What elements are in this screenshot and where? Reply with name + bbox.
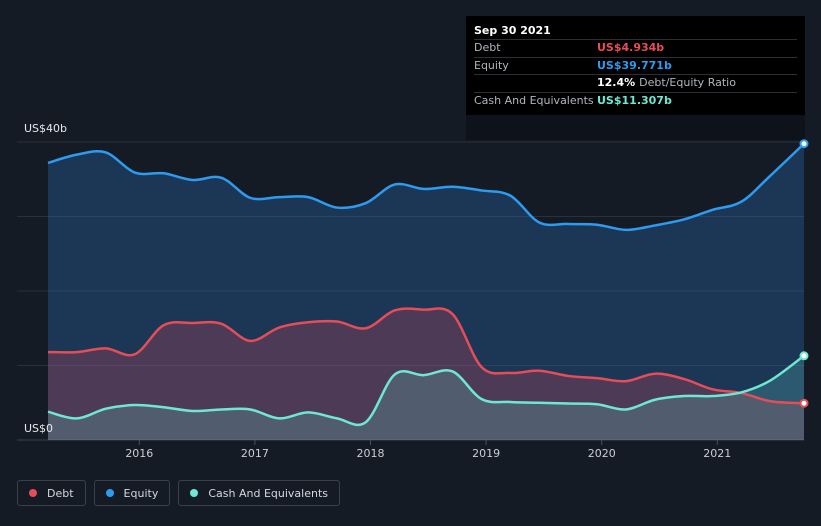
plot-background [17, 140, 804, 440]
debt-end-marker [799, 398, 809, 408]
cash-area [48, 355, 804, 440]
legend-item-debt[interactable]: Debt [17, 480, 86, 506]
gridlines [17, 141, 804, 441]
debt-line [47, 307, 805, 405]
legend-item-cash[interactable]: Cash And Equivalents [178, 480, 340, 506]
x-tick-label: 2020 [588, 447, 616, 460]
tooltip-equity-label: Equity [474, 58, 509, 72]
legend-label-debt: Debt [47, 486, 74, 500]
chart-legend: Debt Equity Cash And Equivalents [17, 480, 348, 506]
legend-label-equity: Equity [123, 486, 159, 500]
equity-legend-dot-icon [105, 489, 114, 497]
tooltip-equity-value: US$39.771b [597, 58, 672, 72]
tooltip-row-equity: Equity US$39.771b [474, 58, 797, 75]
tooltip-cash-label: Cash And Equivalents [474, 93, 594, 107]
series-lines [47, 142, 805, 427]
x-axis: 2016 2017 2018 2019 2020 2021 [125, 440, 731, 460]
legend-item-equity[interactable]: Equity [93, 480, 171, 506]
cash-end-marker [799, 351, 809, 361]
tooltip-date: Sep 30 2021 [474, 16, 797, 40]
series-end-markers [799, 139, 809, 408]
cash-line [47, 354, 805, 427]
tooltip-cash-value: US$11.307b [597, 93, 672, 107]
tooltip-row-cash: Cash And Equivalents US$11.307b [474, 93, 797, 110]
equity-area [48, 143, 804, 440]
x-tick-label: 2021 [703, 447, 731, 460]
cash-legend-dot-icon [190, 489, 199, 497]
tooltip-ratio-value: 12.4% [597, 76, 636, 89]
x-tick-label: 2017 [241, 447, 269, 460]
data-tooltip: Sep 30 2021 Debt US$4.934b Equity US$39.… [466, 16, 805, 115]
y-axis-top-label: US$40b [24, 122, 67, 135]
x-tick-label: 2018 [357, 447, 385, 460]
tooltip-ratio-label: Debt/Equity Ratio [639, 76, 736, 89]
equity-end-marker [799, 139, 809, 149]
x-tick-label: 2016 [125, 447, 153, 460]
tooltip-row-debt: Debt US$4.934b [474, 40, 797, 58]
legend-label-cash: Cash And Equivalents [208, 486, 328, 500]
tooltip-debt-label: Debt [474, 41, 501, 54]
debt-legend-dot-icon [29, 489, 37, 497]
tooltip-debt-value: US$4.934b [597, 41, 665, 54]
y-axis-bottom-label: US$0 [24, 422, 53, 435]
tooltip-row-ratio: 12.4% Debt/Equity Ratio [474, 75, 797, 93]
x-tick-label: 2019 [472, 447, 500, 460]
equity-line [47, 142, 805, 232]
